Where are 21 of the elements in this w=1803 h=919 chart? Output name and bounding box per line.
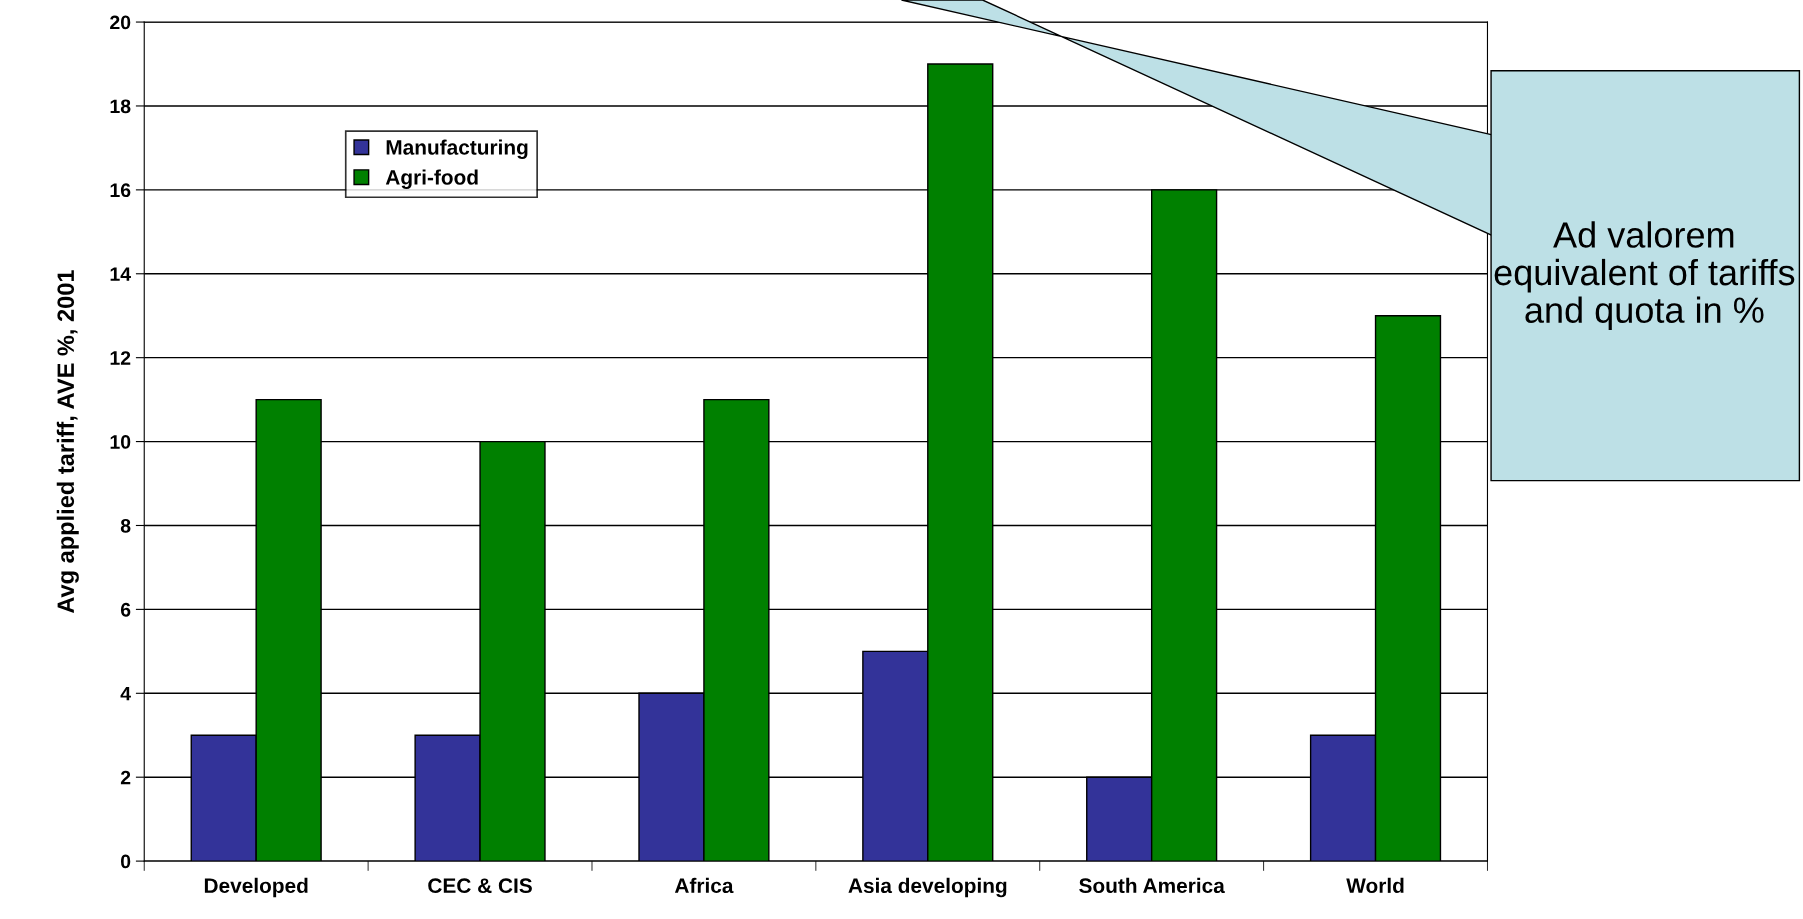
y-tick-label: 20: [110, 15, 131, 30]
y-tick-label: 18: [110, 99, 131, 114]
x-tick-label: Africa: [674, 877, 734, 894]
legend-label: Agri-food: [385, 169, 478, 189]
x-tick-label: CEC & CIS: [428, 878, 532, 894]
y-tick-label: 10: [110, 435, 131, 449]
text: Ad valorem equivalent of tariffs and quota in %: [1494, 221, 1795, 331]
y-tick-label: 8: [120, 518, 131, 533]
y-tick-label: 4: [120, 686, 131, 701]
y-tick-label: 6: [120, 602, 131, 617]
y-tick-label: 16: [110, 183, 131, 198]
legend-label: Manufacturing: [386, 139, 528, 159]
x-tick-label: Asia developing: [848, 877, 1007, 898]
y-tick-label: 12: [110, 351, 131, 365]
y-axis-title: Avg applied tariff, AVE %, 2001: [56, 270, 79, 614]
y-tick-label: 2: [120, 770, 131, 785]
x-tick-label: South America: [1079, 877, 1225, 894]
x-tick-label: Developed: [204, 877, 308, 898]
y-tick-label: 14: [110, 267, 131, 281]
x-tick-label: World: [1346, 877, 1404, 894]
y-tick-label: 0: [121, 854, 131, 869]
